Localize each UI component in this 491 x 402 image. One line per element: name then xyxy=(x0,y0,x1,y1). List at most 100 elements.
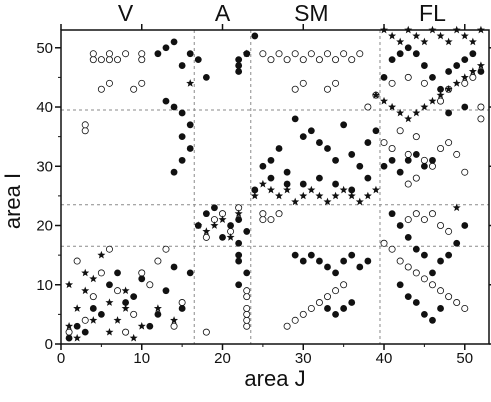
star-point xyxy=(380,96,389,105)
x-tick-label-40: 40 xyxy=(376,350,393,367)
open-circle-point xyxy=(307,304,315,312)
star-point xyxy=(65,322,74,330)
open-circle-point xyxy=(259,210,267,218)
open-circle-point xyxy=(291,316,299,324)
star-point xyxy=(371,185,380,194)
filled-circle-point xyxy=(332,310,339,318)
open-circle-point xyxy=(283,322,291,330)
open-circle-point xyxy=(396,127,404,135)
star-point xyxy=(452,79,461,87)
filled-circle-point xyxy=(348,186,356,194)
filled-circle-point xyxy=(437,257,444,265)
filled-circle-point xyxy=(396,281,404,289)
star-point xyxy=(283,185,292,194)
filled-circle-point xyxy=(283,168,291,176)
filled-circle-point xyxy=(235,62,243,69)
filled-circle-point xyxy=(106,281,113,289)
star-point xyxy=(242,49,251,58)
x-tick-label-20: 20 xyxy=(214,350,231,367)
open-circle-point xyxy=(146,281,154,289)
filled-circle-point xyxy=(65,334,73,342)
filled-circle-point xyxy=(429,73,436,81)
filled-circle-point xyxy=(316,139,323,146)
filled-circle-point xyxy=(420,62,428,69)
filled-circle-point xyxy=(469,50,477,58)
filled-circle-point xyxy=(412,50,420,58)
open-circle-point xyxy=(477,103,485,111)
open-circle-point xyxy=(437,222,445,230)
filled-circle-point xyxy=(429,269,436,277)
star-point xyxy=(404,114,413,123)
open-circle-point xyxy=(453,299,461,307)
y-tick-label-10: 10 xyxy=(36,277,53,294)
star-point xyxy=(105,298,114,306)
filled-circle-point xyxy=(122,299,130,306)
filled-circle-point xyxy=(445,68,453,75)
filled-circle-point xyxy=(340,257,348,265)
open-circle-point xyxy=(138,50,146,58)
open-circle-point xyxy=(130,310,138,318)
star-point xyxy=(363,191,372,200)
open-circle-point xyxy=(445,293,453,301)
filled-circle-point xyxy=(170,103,178,111)
filled-circle-point xyxy=(235,239,243,247)
open-circle-point xyxy=(202,233,210,241)
filled-circle-point xyxy=(89,305,97,312)
star-point xyxy=(420,37,429,46)
open-circle-point xyxy=(404,180,412,188)
star-point xyxy=(315,191,324,200)
open-circle-point xyxy=(315,56,323,64)
open-circle-point xyxy=(275,210,283,218)
star-point xyxy=(307,185,316,194)
open-circle-point xyxy=(437,97,445,105)
filled-circle-point xyxy=(364,139,372,146)
filled-circle-point xyxy=(170,168,178,176)
open-circle-point xyxy=(404,73,412,81)
filled-circle-point xyxy=(275,145,283,152)
filled-circle-point xyxy=(243,228,251,235)
star-point xyxy=(291,197,300,206)
filled-circle-point xyxy=(162,44,170,52)
filled-circle-point xyxy=(348,151,356,158)
open-circle-point xyxy=(332,287,340,295)
star-point xyxy=(460,73,469,81)
open-circle-point xyxy=(461,79,469,87)
star-point xyxy=(355,197,364,206)
open-circle-point xyxy=(259,50,267,58)
star-point xyxy=(153,304,162,312)
star-point xyxy=(371,90,380,99)
star-point xyxy=(218,215,227,223)
filled-circle-point xyxy=(81,328,89,336)
open-circle-point xyxy=(404,263,412,271)
y-tick-label-0: 0 xyxy=(45,336,53,353)
filled-circle-point xyxy=(251,186,259,194)
open-circle-point xyxy=(267,216,275,224)
star-point xyxy=(121,304,130,312)
star-point xyxy=(81,268,90,277)
region-label-sm: SM xyxy=(294,0,329,26)
open-circle-point xyxy=(138,79,146,87)
open-circle-point xyxy=(138,269,146,277)
x-tick-label-50: 50 xyxy=(456,350,473,367)
open-circle-point xyxy=(380,139,388,147)
y-tick-label-30: 30 xyxy=(36,158,53,175)
y-tick-label-50: 50 xyxy=(36,40,53,57)
open-circle-point xyxy=(388,245,396,253)
star-point xyxy=(170,316,179,324)
x-tick-label-10: 10 xyxy=(133,350,150,367)
filled-circle-point xyxy=(186,269,194,277)
star-point xyxy=(226,233,235,241)
filled-circle-point xyxy=(396,168,404,176)
filled-circle-point xyxy=(170,263,178,271)
open-circle-point xyxy=(105,56,113,64)
star-point xyxy=(113,316,122,324)
star-point xyxy=(299,191,308,200)
star-point xyxy=(468,37,477,46)
filled-circle-point xyxy=(178,133,186,141)
open-circle-point xyxy=(283,56,291,64)
star-point xyxy=(347,191,356,200)
open-circle-point xyxy=(291,50,299,58)
star-point xyxy=(323,197,332,206)
filled-circle-point xyxy=(283,180,291,188)
